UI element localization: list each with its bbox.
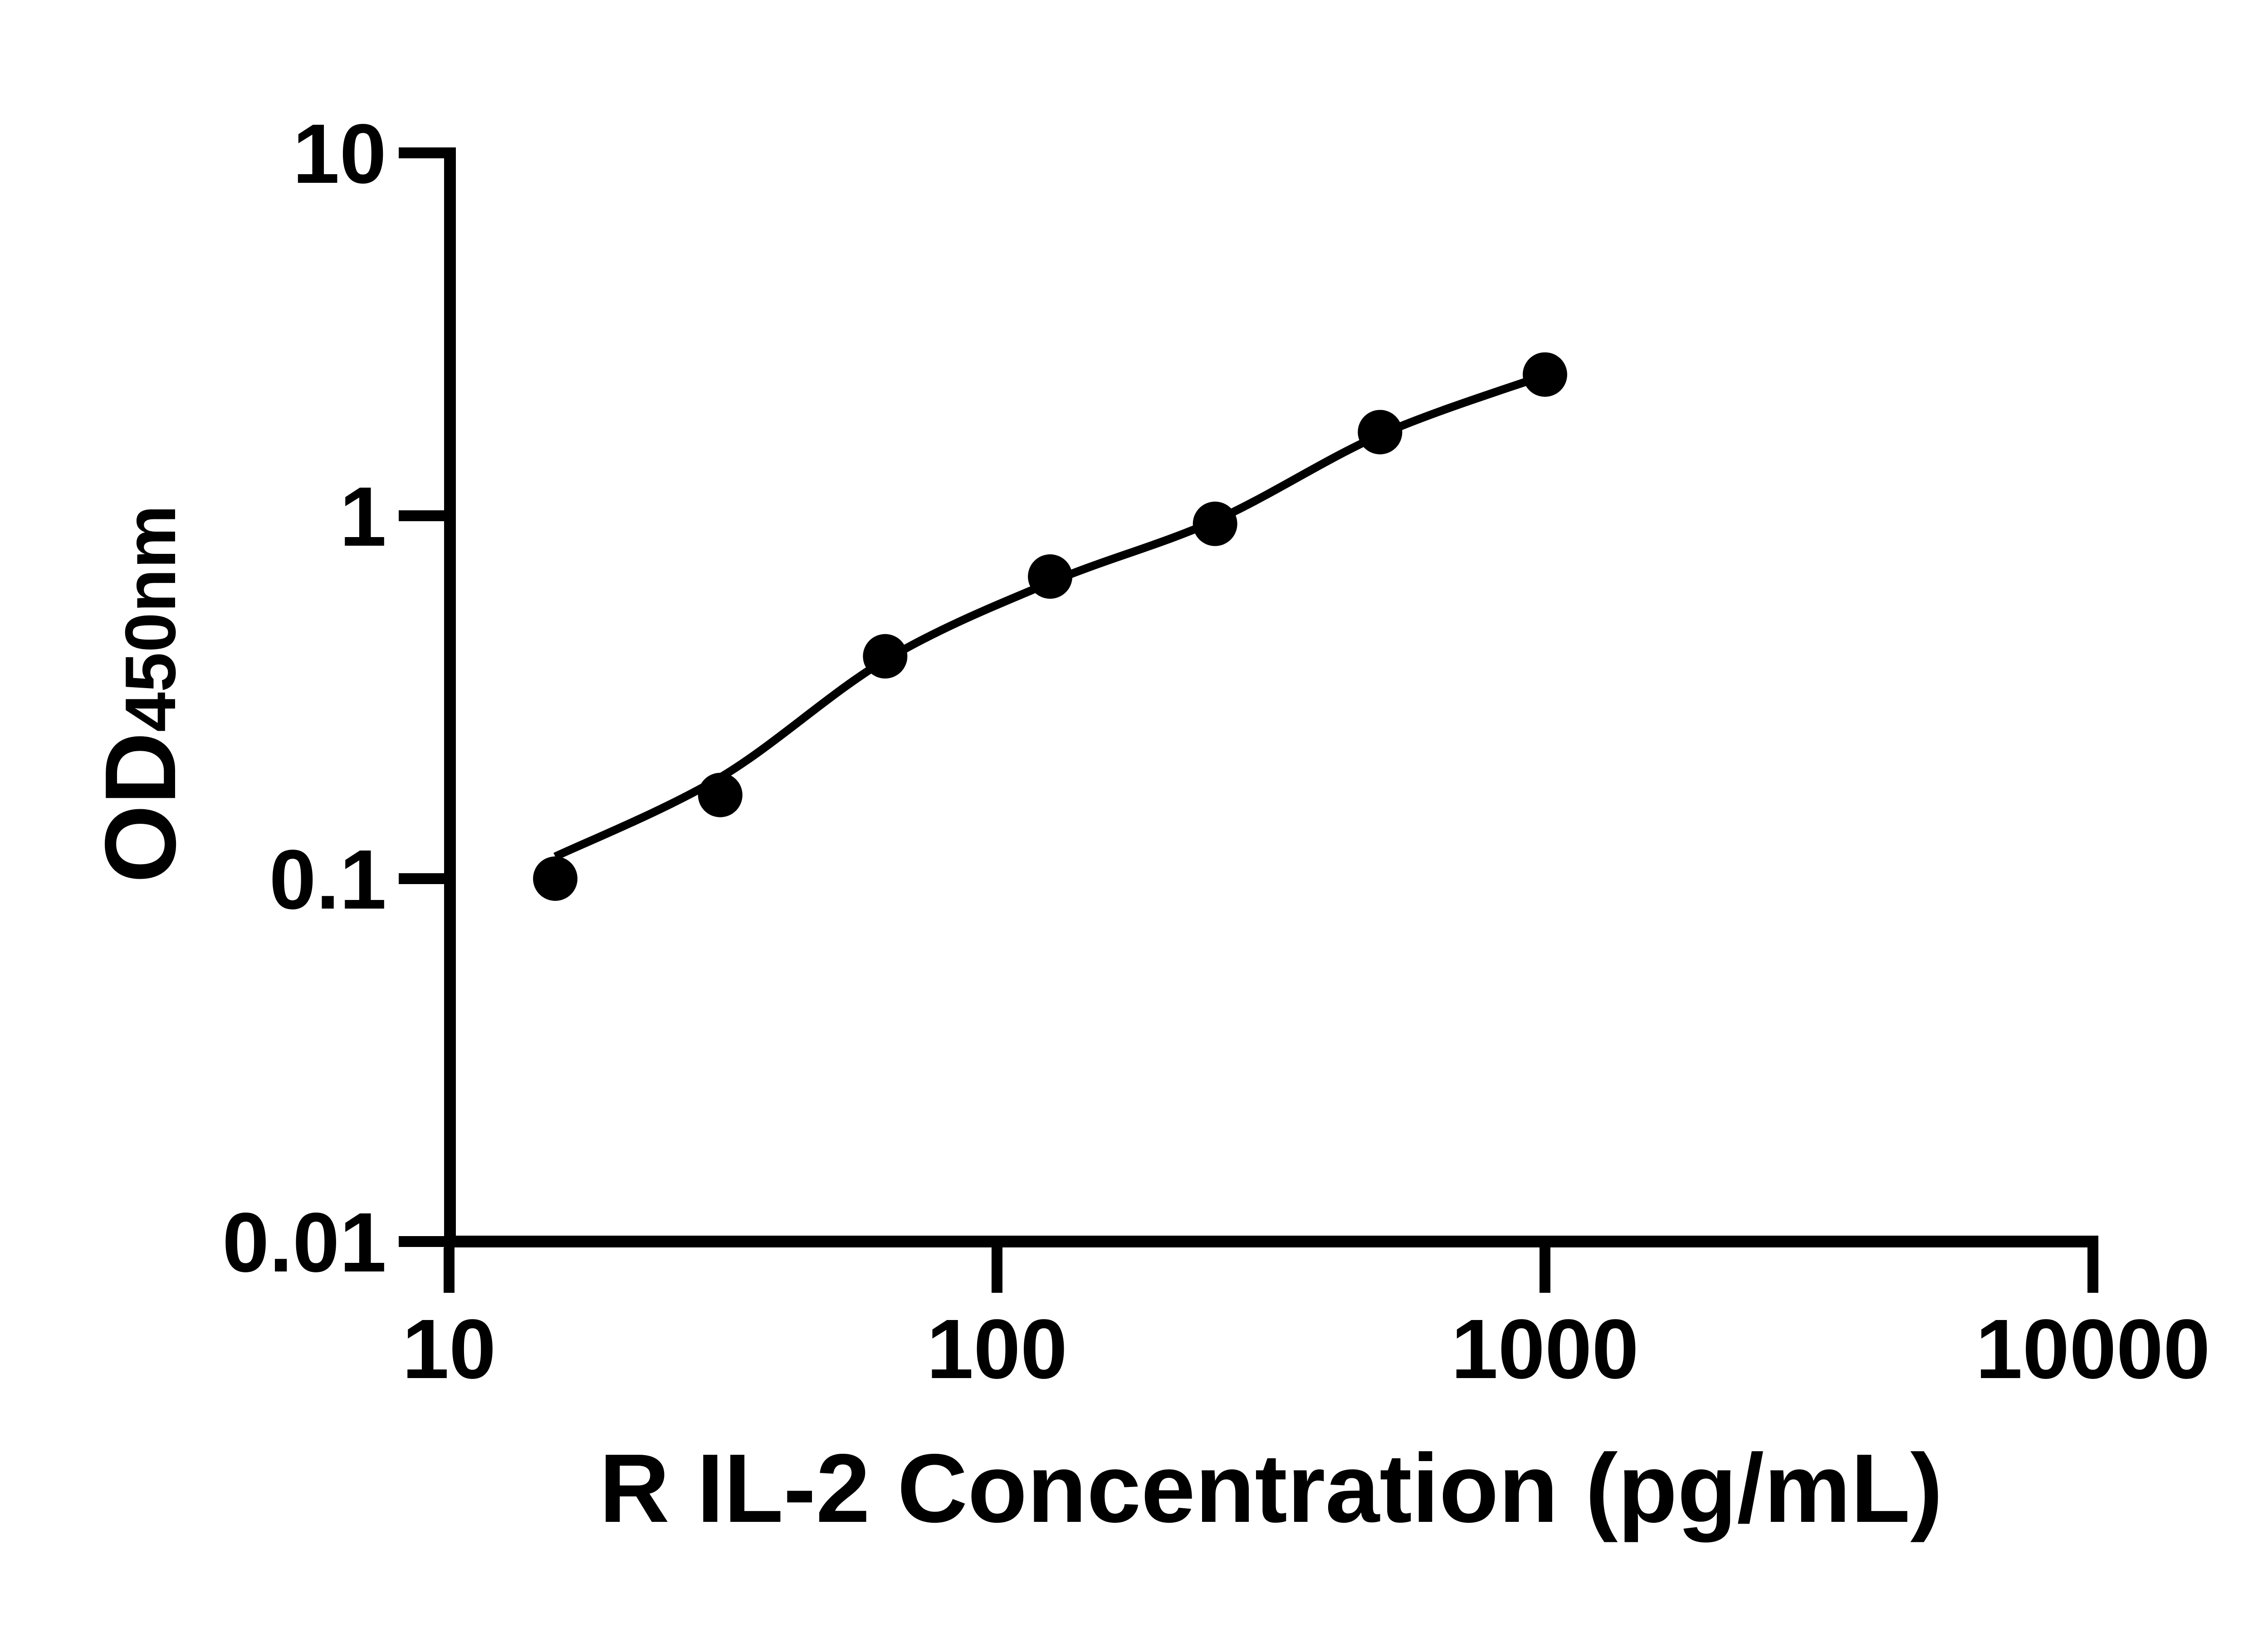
data-point bbox=[1193, 501, 1237, 546]
data-point bbox=[698, 772, 743, 817]
y-tick-label-0.1: 0.1 bbox=[269, 833, 386, 927]
data-point bbox=[1358, 410, 1403, 455]
axis-ticks bbox=[399, 147, 2098, 1293]
data-point bbox=[863, 634, 908, 679]
x-tick-label-1000: 1000 bbox=[1451, 1302, 1639, 1396]
y-axis-title-base: OD bbox=[84, 732, 197, 883]
y-axis-title-subscript: 450nm bbox=[111, 505, 191, 732]
y-axis-title: OD450nm bbox=[84, 505, 197, 883]
data-points-group bbox=[533, 352, 1567, 901]
data-point bbox=[1523, 352, 1567, 397]
data-point bbox=[533, 856, 578, 901]
x-tick-label-100: 100 bbox=[926, 1302, 1068, 1396]
x-tick-label-10: 10 bbox=[402, 1302, 496, 1396]
axes bbox=[444, 147, 2098, 1247]
x-tick-label-10000: 10000 bbox=[1975, 1302, 2210, 1396]
y-tick-label-0.01: 0.01 bbox=[222, 1196, 386, 1290]
data-point bbox=[1028, 554, 1073, 599]
x-axis-title: R IL-2 Concentration (pg/mL) bbox=[599, 1433, 1943, 1543]
y-tick-label-10: 10 bbox=[293, 107, 386, 201]
y-tick-label-1: 1 bbox=[339, 470, 386, 564]
